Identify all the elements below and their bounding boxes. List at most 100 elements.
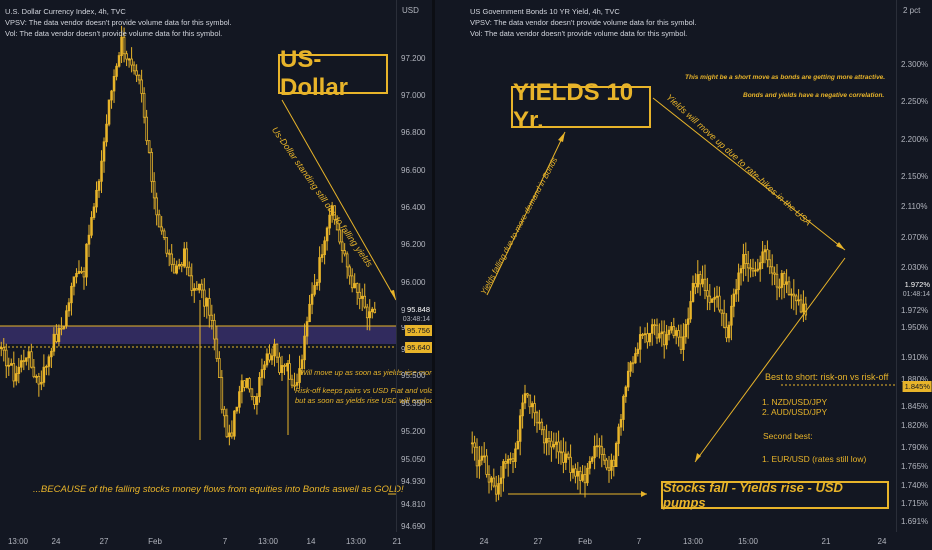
yield-y-tick: 2.070%	[901, 232, 929, 242]
usd-candle-body	[52, 333, 56, 352]
yield-candle-body	[578, 470, 582, 481]
usd-candle-body	[115, 65, 118, 77]
yield-candle-body	[710, 298, 714, 303]
yield-candle-body	[475, 446, 479, 467]
yield-y-tick: 2.300%	[901, 59, 929, 69]
yield-candle-body	[482, 455, 486, 458]
yield-candle-body	[521, 402, 524, 417]
yield-top-note-1: This might be a short move as bonds are …	[685, 74, 886, 81]
usd-y-tick: 94.690	[401, 522, 426, 531]
yield-candle-body	[732, 293, 736, 307]
yield-chart-pane[interactable]: US Government Bonds 10 YR Yield, 4h, TVC…	[435, 0, 932, 550]
yield-x-tick: 27	[533, 537, 543, 546]
usd-candle-body	[263, 364, 266, 371]
usd-y-tick: 95.350	[401, 398, 426, 408]
usd-candle-body	[283, 365, 286, 367]
yield-candle-body	[708, 295, 712, 303]
yield-left-arrowhead	[558, 132, 565, 142]
usd-candle-body	[323, 240, 326, 256]
usd-riskoff-note-1: Risk-off keeps pairs vs USD Flat and vol…	[295, 386, 443, 395]
yield-candle-body	[679, 336, 683, 350]
usd-candle-body	[335, 219, 339, 231]
yield-x-tick: 13:00	[682, 537, 704, 546]
usd-candle-body	[70, 285, 73, 304]
yield-candle-body	[562, 451, 565, 463]
usd-price-axis[interactable]: USD	[396, 0, 433, 532]
usd-candle-body	[157, 214, 161, 228]
usd-candle-body	[152, 180, 156, 199]
yield-candle-body	[674, 330, 678, 336]
usd-candle-body	[137, 74, 141, 81]
yield-candle-body	[588, 461, 592, 469]
usd-candle-body	[258, 377, 261, 397]
usd-candle-body	[320, 254, 324, 258]
usd-line1-price: 95.756	[405, 325, 432, 336]
yield-x-tick: 24	[479, 537, 489, 546]
usd-candle-body	[92, 206, 96, 218]
usd-candle-body	[305, 321, 309, 337]
usd-candle-body	[198, 283, 201, 291]
usd-candle-body	[107, 99, 111, 125]
yield-candle-body	[790, 293, 793, 296]
usd-diag-arrowhead	[390, 290, 396, 300]
yield-candle-body	[514, 448, 517, 462]
yield-candle-body	[797, 299, 800, 302]
usd-candle-body	[35, 375, 38, 378]
usd-candles[interactable]	[0, 0, 396, 532]
yield-candle-body	[686, 318, 690, 325]
yield-candle-body	[566, 453, 570, 458]
usd-candle-body	[10, 363, 13, 366]
usd-range-band	[0, 326, 396, 344]
usd-candle-body	[37, 375, 41, 385]
yield-y-tick: 2.110%	[901, 202, 928, 212]
yield-y-tick: 2.030%	[901, 262, 929, 272]
yield-candles[interactable]	[435, 0, 896, 532]
yield-y-tick: 1.820%	[901, 420, 929, 430]
usd-chart-pane[interactable]: U.S. Dollar Currency Index, 4h, TVC VPSV…	[0, 0, 443, 550]
yield-candle-body	[607, 467, 611, 471]
usd-y-tick: 96.800	[401, 128, 426, 138]
usd-x-tick: 13:00	[7, 537, 29, 546]
usd-candle-body	[365, 306, 369, 319]
yield-y-tick: 2.250%	[901, 97, 929, 107]
yield-candle-body	[778, 286, 781, 289]
yield-candle-body	[586, 467, 589, 484]
yield-price-axis[interactable]: 2 pct	[896, 0, 932, 532]
usd-candle-body	[310, 293, 314, 305]
usd-candle-body	[170, 253, 173, 265]
usd-x-tick: 27	[99, 537, 109, 546]
yield-candle-body	[665, 334, 668, 346]
usd-candle-body	[120, 36, 123, 56]
yield-candle-body	[538, 421, 541, 424]
usd-candle-body	[0, 347, 3, 350]
usd-candle-body	[303, 335, 306, 361]
yield-candle-body	[581, 474, 584, 481]
yield-candle-body	[634, 353, 637, 364]
usd-candle-body	[30, 351, 33, 368]
yield-candle-body	[662, 331, 666, 346]
yield-candle-body	[605, 459, 608, 469]
usd-candle-body	[245, 378, 249, 388]
usd-candle-body	[85, 243, 88, 278]
usd-candle-body	[370, 308, 374, 313]
usd-candle-body	[330, 205, 334, 216]
yield-candle-body	[691, 282, 695, 302]
usd-candle-body	[253, 396, 256, 405]
yield-candle-body	[756, 268, 760, 271]
usd-candle-body	[97, 180, 101, 191]
yield-candle-body	[650, 324, 654, 334]
yield-candle-body	[569, 456, 572, 473]
yield-axis-label: 2 pct	[903, 6, 921, 15]
usd-candle-body	[340, 241, 344, 251]
yield-y-tick: 1.845%	[901, 401, 929, 411]
yield-candle-body	[502, 461, 505, 479]
pane-divider[interactable]	[432, 0, 435, 550]
yield-candle-body	[547, 438, 551, 442]
usd-candle-body	[4, 349, 8, 367]
usd-candle-body	[117, 55, 121, 67]
usd-y-tick: 96.200	[401, 240, 426, 250]
yield-candle-body	[492, 477, 496, 487]
usd-candle-body	[100, 160, 103, 182]
usd-candle-body	[223, 408, 226, 417]
usd-candle-body	[2, 347, 6, 351]
